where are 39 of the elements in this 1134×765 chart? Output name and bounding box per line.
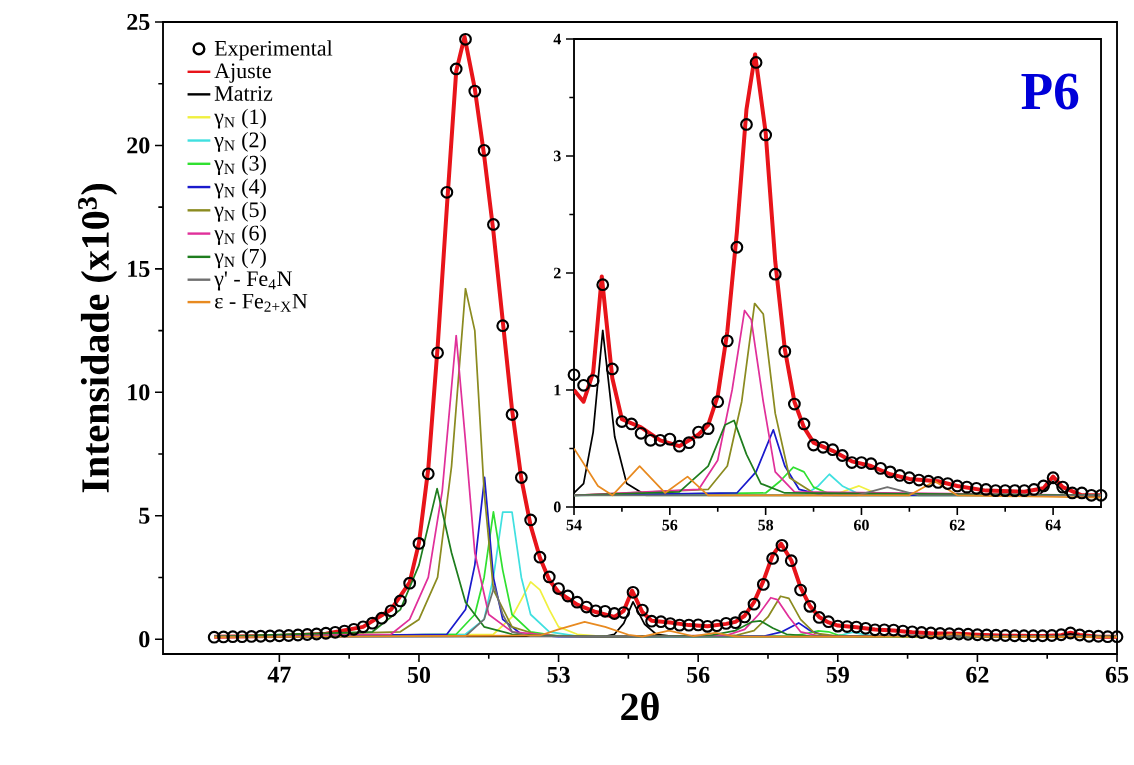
legend-label: Matriz	[214, 86, 273, 101]
legend-label: γ$_{N}$ (1)	[214, 108, 266, 129]
y-tick-label: 3	[553, 150, 561, 162]
legend-label: γ$_{N}$ (2)	[214, 131, 266, 152]
x-axis-title: 2θ	[621, 692, 659, 721]
x-tick-label: 60	[854, 519, 869, 531]
legend-label: γ$_{N}$ (7)	[214, 248, 266, 269]
legend-label: ε - Fe$_{2+X}$N	[215, 293, 308, 312]
x-tick-label: 62	[966, 666, 989, 683]
legend-label: γ$_{N}$ (5)	[214, 201, 266, 222]
y-tick-label: 10	[128, 384, 150, 401]
y-tick-label: 0	[553, 501, 561, 513]
x-tick-label: 59	[826, 666, 849, 683]
legend-label: Experimental	[214, 40, 333, 61]
legend-label: Ajuste	[214, 63, 271, 83]
x-tick-label: 64	[1045, 519, 1061, 531]
y-tick-label: 20	[127, 137, 150, 154]
x-tick-label: 47	[267, 666, 291, 683]
y-tick-label: 0	[139, 631, 150, 648]
x-tick-label: 62	[949, 519, 965, 531]
y-tick-label: 4	[553, 33, 561, 45]
x-tick-label: 58	[758, 519, 774, 531]
y-tick-label: 1	[554, 384, 561, 396]
x-tick-label: 56	[687, 666, 710, 683]
annotation: P6	[1021, 73, 1079, 110]
x-tick-label: 56	[662, 519, 678, 531]
y-tick-label: 15	[128, 260, 150, 277]
legend-label: γ$_{N}$ (3)	[214, 155, 266, 176]
x-tick-label: 65	[1105, 666, 1129, 683]
legend-label: γ' - Fe$_{4}$N	[214, 271, 292, 291]
y-tick-label: 25	[127, 13, 150, 31]
legend-label: γ$_{N}$ (4)	[214, 178, 266, 199]
x-tick-label: 50	[407, 666, 431, 683]
legend-label: γ$_{N}$ (6)	[214, 224, 266, 245]
y-axis-title: Intensidade (x10$^{3}$)	[78, 184, 118, 493]
x-tick-label: 54	[566, 519, 582, 531]
y-tick-label: 2	[553, 267, 561, 279]
x-tick-label: 53	[547, 666, 570, 683]
y-tick-label: 5	[139, 507, 150, 524]
